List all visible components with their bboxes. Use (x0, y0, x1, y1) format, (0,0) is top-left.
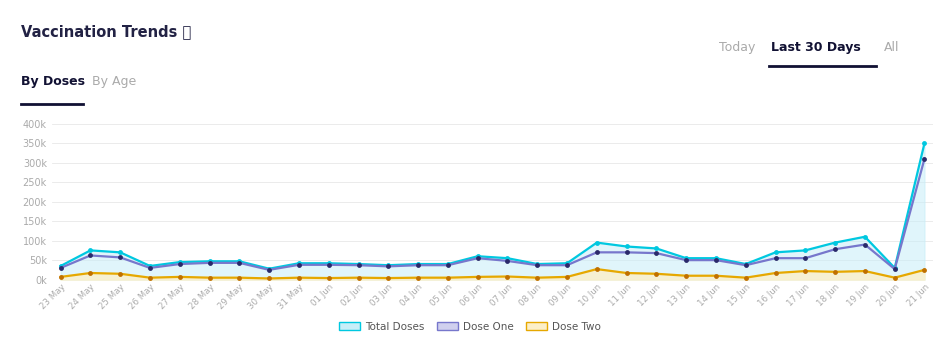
Text: By Doses: By Doses (21, 75, 85, 88)
Legend: Total Doses, Dose One, Dose Two: Total Doses, Dose One, Dose Two (335, 317, 605, 336)
Text: Today: Today (719, 41, 756, 54)
Text: All: All (884, 41, 899, 54)
Text: Vaccination Trends ⓘ: Vaccination Trends ⓘ (21, 24, 191, 39)
Text: Last 30 Days: Last 30 Days (771, 41, 860, 54)
Text: By Age: By Age (92, 75, 136, 88)
